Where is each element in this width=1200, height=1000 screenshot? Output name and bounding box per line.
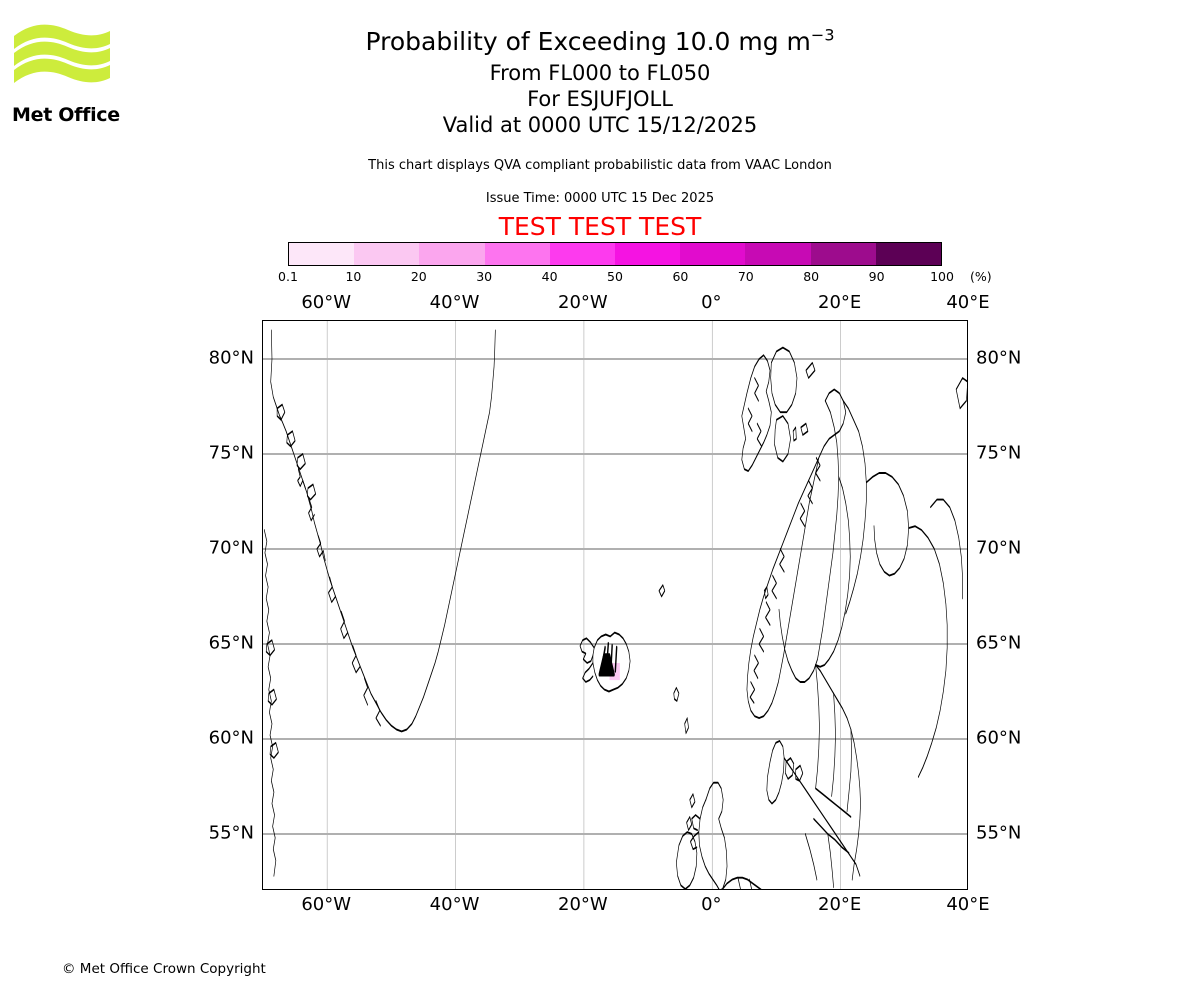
colorbar-swatch-0 — [289, 243, 355, 265]
graticule — [263, 321, 967, 889]
colorbar-tick-40: 40 — [541, 269, 558, 284]
lon-label-top-40°W: 40°W — [429, 292, 480, 313]
copyright-notice: © Met Office Crown Copyright — [62, 961, 266, 977]
coastlines — [263, 329, 967, 889]
lon-label-top-0°: 0° — [701, 292, 722, 313]
chart-title-block: Probability of Exceeding 10.0 mg m−3 Fro… — [0, 24, 1200, 138]
met-office-logo: Met Office — [12, 20, 122, 126]
lat-label-left-70°N: 70°N — [208, 537, 254, 559]
issue-time-label: Issue Time: 0000 UTC 15 Dec 2025 — [485, 191, 715, 206]
map-canvas — [263, 321, 967, 889]
lat-label-right-65°N: 65°N — [976, 632, 1022, 654]
lat-label-left-80°N: 80°N — [208, 347, 254, 369]
test-banner: TEST TEST TEST — [498, 212, 702, 241]
met-office-wordmark: Met Office — [12, 104, 120, 126]
page-title-exponent: −3 — [810, 25, 835, 45]
lon-label-top-60°W: 60°W — [301, 292, 352, 313]
colorbar-swatch-2 — [419, 243, 485, 265]
colorbar-swatches — [288, 242, 942, 266]
colorbar-tick-20: 20 — [410, 269, 427, 284]
lon-label-top-20°W: 20°W — [558, 292, 608, 313]
lon-label-top-20°E: 20°E — [818, 292, 862, 313]
ash-probability-map[interactable] — [262, 320, 968, 890]
colorbar-tick-labels: 0.1 10 20 30 40 50 60 70 80 90 100 — [278, 269, 954, 285]
met-office-waves-icon — [14, 24, 110, 83]
colorbar-tick-0.1: 0.1 — [278, 269, 298, 284]
colorbar-swatch-8 — [810, 243, 876, 265]
lon-label-top-40°E: 40°E — [946, 292, 990, 313]
flight-level-range: From FL000 to FL050 — [489, 61, 711, 85]
ash-plume-cells — [609, 663, 620, 681]
lat-label-right-75°N: 75°N — [976, 442, 1022, 464]
colorbar-swatch-7 — [745, 243, 811, 265]
colorbar-tick-70: 70 — [737, 269, 754, 284]
volcano-name: For ESJUFJOLL — [527, 87, 673, 111]
lon-label-bottom-20°W: 20°W — [558, 894, 608, 915]
lon-label-bottom-40°W: 40°W — [429, 894, 480, 915]
colorbar-swatch-4 — [549, 243, 616, 265]
page-title-text: Probability of Exceeding 10.0 mg m — [365, 27, 811, 56]
colorbar-tick-10: 10 — [345, 269, 362, 284]
colorbar-tick-90: 90 — [868, 269, 885, 284]
colorbar-swatch-1 — [354, 243, 420, 265]
lat-label-right-70°N: 70°N — [976, 537, 1022, 559]
colorbar-swatch-9 — [875, 243, 942, 265]
probability-colorbar — [288, 242, 942, 266]
lon-label-bottom-40°E: 40°E — [946, 894, 990, 915]
lat-label-left-55°N: 55°N — [208, 822, 254, 844]
page-title: Probability of Exceeding 10.0 mg m−3 — [0, 24, 1200, 60]
colorbar-swatch-5 — [615, 243, 681, 265]
colorbar-tick-60: 60 — [672, 269, 689, 284]
lat-label-right-80°N: 80°N — [976, 347, 1022, 369]
lat-label-left-65°N: 65°N — [208, 632, 254, 654]
valid-time: Valid at 0000 UTC 15/12/2025 — [442, 113, 758, 137]
lat-label-right-60°N: 60°N — [976, 727, 1022, 749]
lat-label-left-60°N: 60°N — [208, 727, 254, 749]
colorbar-tick-50: 50 — [607, 269, 623, 284]
lat-label-left-75°N: 75°N — [208, 442, 254, 464]
lon-label-bottom-60°W: 60°W — [301, 894, 352, 915]
colorbar-tick-30: 30 — [476, 269, 493, 284]
colorbar-unit-label: (%) — [970, 269, 992, 284]
colorbar-swatch-6 — [680, 243, 746, 265]
colorbar-tick-80: 80 — [803, 269, 820, 284]
lon-label-bottom-20°E: 20°E — [818, 894, 862, 915]
lon-label-bottom-0°: 0° — [701, 894, 722, 915]
lat-label-right-55°N: 55°N — [976, 822, 1022, 844]
colorbar-tick-100: 100 — [930, 269, 954, 284]
data-source-note: This chart displays QVA compliant probab… — [368, 158, 832, 173]
colorbar-swatch-3 — [484, 243, 550, 265]
